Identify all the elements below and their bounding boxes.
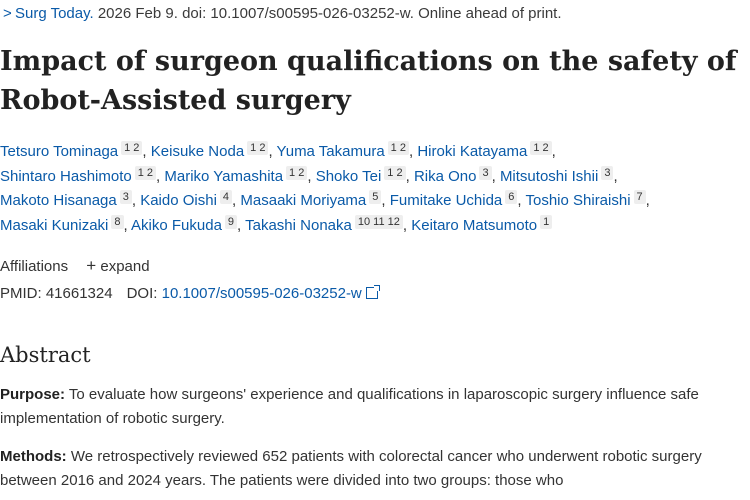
author-link[interactable]: Hiroki Katayama xyxy=(417,143,528,160)
pmid-value: 41661324 xyxy=(45,285,113,302)
affiliation-ref[interactable]: 7 xyxy=(633,190,646,205)
author-line: Masaki Kunizaki 8, Akiko Fukuda 9, Takashi… xyxy=(0,214,748,239)
author-link[interactable]: Masaki Kunizaki xyxy=(0,217,109,235)
author-link[interactable]: Rika Ono xyxy=(413,167,477,185)
affiliation-ref[interactable]: 8 xyxy=(111,215,124,230)
citation-line: > Surg Today. 2026 Feb 9. doi: 10.1007/s0… xyxy=(3,4,562,24)
affiliation-ref[interactable]: 1 2 xyxy=(387,141,409,155)
author-link[interactable]: Keisuke Noda xyxy=(150,143,245,160)
expand-label: expand xyxy=(100,258,150,275)
affiliation-ref[interactable]: 1 2 xyxy=(247,141,269,155)
affiliations-label: Affiliations xyxy=(0,258,69,275)
author-link[interactable]: Yuma Takamura xyxy=(276,143,385,160)
author-link[interactable]: Shoko Tei xyxy=(315,167,382,185)
plus-icon: + xyxy=(86,256,97,275)
purpose-label: Purpose: xyxy=(0,386,66,403)
author-list: Tetsuro Tominaga 1 2, Keisuke Noda 1 2, Yu… xyxy=(0,140,748,239)
affiliation-ref[interactable]: 1 xyxy=(540,215,553,230)
doi-label: DOI: xyxy=(126,285,158,302)
abstract-heading: Abstract xyxy=(0,343,91,367)
affiliation-ref[interactable]: 5 xyxy=(369,190,382,205)
expand-affiliations-button[interactable]: + expand xyxy=(72,256,150,275)
abstract-purpose: Purpose: To evaluate how surgeons' exper… xyxy=(0,383,745,430)
journal-link[interactable]: Surg Today. xyxy=(15,5,94,22)
affiliation-ref[interactable]: 9 xyxy=(224,215,238,230)
methods-text: We retrospectively reviewed 652 patients… xyxy=(0,448,702,489)
author-line: Makoto Hisanaga 3, Kaido Oishi 4, Masaaki … xyxy=(0,190,650,210)
affiliation-ref[interactable]: 6 xyxy=(505,190,518,205)
affiliation-ref[interactable]: 3 xyxy=(119,190,132,205)
author-link[interactable]: Tetsuro Tominaga xyxy=(0,143,119,160)
affiliation-ref[interactable]: 3 xyxy=(479,165,492,180)
affiliation-ref[interactable]: 1 2 xyxy=(384,165,406,180)
author-link[interactable]: Kaido Oishi xyxy=(140,192,217,210)
author-link[interactable]: Makoto Hisanaga xyxy=(0,192,117,210)
author-link[interactable]: Masaaki Moriyama xyxy=(240,192,367,210)
affiliation-ref[interactable]: 1 2 xyxy=(286,165,308,180)
author-link[interactable]: Takashi Nonaka xyxy=(245,217,352,235)
affiliation-ref[interactable]: 10 11 12 xyxy=(354,215,403,230)
doi-link[interactable]: 10.1007/s00595-026-03252-w xyxy=(161,285,362,302)
affiliation-ref[interactable]: 1 2 xyxy=(121,141,143,155)
author-link[interactable]: Toshio Shiraishi xyxy=(525,192,631,210)
external-link-icon[interactable] xyxy=(365,285,380,299)
article-title: Impact of surgeon qualifications on the … xyxy=(0,46,737,116)
citation-details: 2026 Feb 9. doi: 10.1007/s00595-026-0325… xyxy=(93,5,562,22)
purpose-text: To evaluate how surgeons' experience and… xyxy=(0,386,699,427)
affiliation-ref[interactable]: 3 xyxy=(601,165,614,180)
affiliation-ref[interactable]: 4 xyxy=(219,190,233,205)
author-line: Tetsuro Tominaga 1 2, Keisuke Noda 1 2, Yu… xyxy=(0,141,556,160)
affiliation-ref[interactable]: 1 2 xyxy=(134,165,157,180)
author-line: Shintaro Hashimoto 1 2, Mariko Yamashita 1… xyxy=(0,165,618,185)
affiliations-row: Affiliations + expand xyxy=(0,256,150,277)
abstract-methods: Methods: We retrospectively reviewed 652… xyxy=(0,445,745,492)
author-link[interactable]: Fumitake Uchida xyxy=(389,192,503,210)
affiliation-ref[interactable]: 1 2 xyxy=(530,141,552,155)
author-link[interactable]: Shintaro Hashimoto xyxy=(0,167,132,185)
pmid-label: PMID: xyxy=(0,285,42,302)
identifiers-row: PMID: 41661324 DOI: 10.1007/s00595-026-03… xyxy=(0,284,380,304)
author-link[interactable]: Akiko Fukuda xyxy=(131,217,222,235)
chevron-right-icon[interactable]: > xyxy=(3,5,12,22)
author-link[interactable]: Mitsutoshi Ishii xyxy=(499,167,599,185)
author-link[interactable]: Keitaro Matsumoto xyxy=(411,217,538,235)
author-link[interactable]: Mariko Yamashita xyxy=(164,167,284,185)
methods-label: Methods: xyxy=(0,448,67,465)
